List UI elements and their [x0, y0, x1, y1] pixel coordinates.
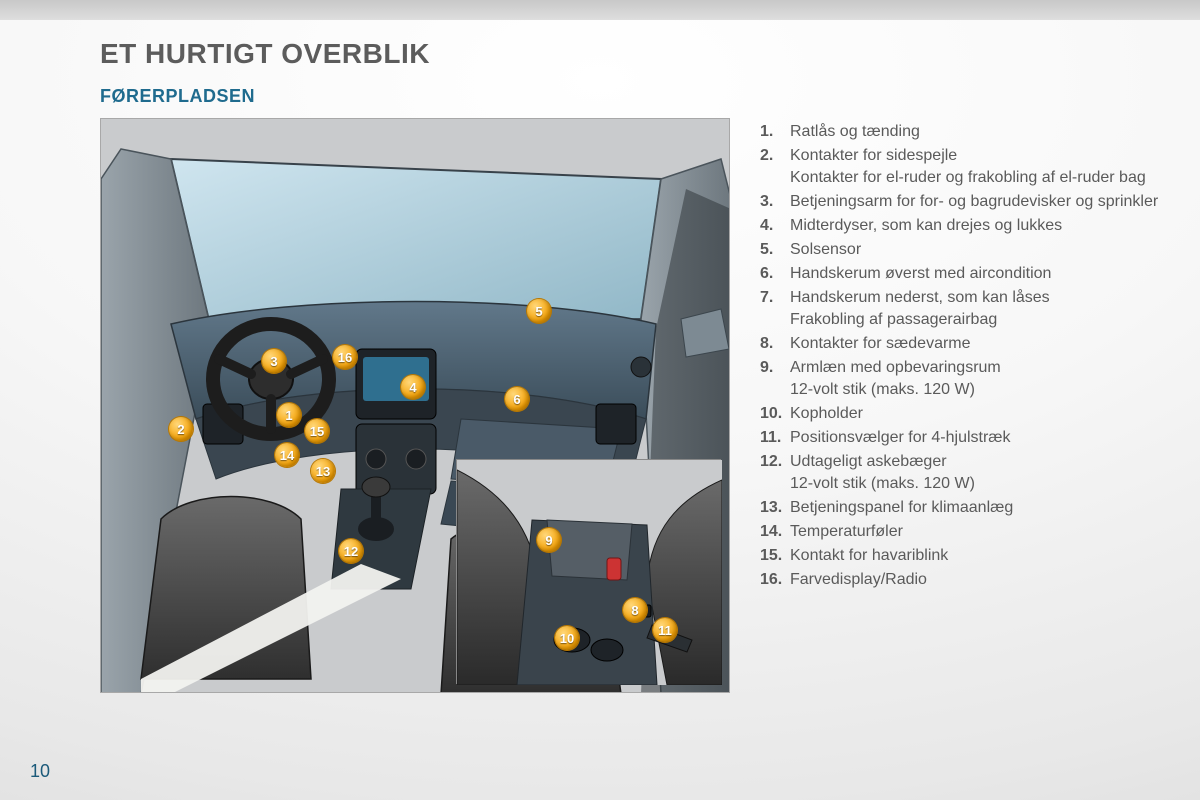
- legend-item-text: Midterdyser, som kan drejes og lukkes: [790, 216, 1160, 236]
- legend-item: 10.Kopholder: [760, 404, 1160, 424]
- page-subtitle: FØRERPLADSEN: [100, 86, 255, 107]
- legend-item-extra: 12-volt stik (maks. 120 W): [790, 474, 1160, 494]
- legend-item: 12.Udtageligt askebæger12-volt stik (mak…: [760, 452, 1160, 494]
- legend-item-text: Armlæn med opbevaringsrum12-volt stik (m…: [790, 358, 1160, 400]
- legend-item-text: Ratlås og tænding: [790, 122, 1160, 142]
- legend-item: 9.Armlæn med opbevaringsrum12-volt stik …: [760, 358, 1160, 400]
- legend-item-text: Kontakter for sædevarme: [790, 334, 1160, 354]
- legend-item-number: 10.: [760, 404, 790, 424]
- legend-item: 6.Handskerum øverst med aircondition: [760, 264, 1160, 284]
- callout-marker: 6: [505, 387, 529, 411]
- legend-item-number: 15.: [760, 546, 790, 566]
- legend-item: 14.Temperaturføler: [760, 522, 1160, 542]
- legend-item: 5.Solsensor: [760, 240, 1160, 260]
- page-title: ET HURTIGT OVERBLIK: [100, 38, 430, 70]
- legend-item-main: Kontakter for sidespejle: [790, 146, 1160, 166]
- legend-item-extra: Kontakter for el-ruder og frakobling af …: [790, 168, 1160, 188]
- legend-item-main: Farvedisplay/Radio: [790, 570, 1160, 590]
- legend-item: 8.Kontakter for sædevarme: [760, 334, 1160, 354]
- legend-item-number: 9.: [760, 358, 790, 400]
- callout-marker: 13: [311, 459, 335, 483]
- callout-marker: 10: [555, 626, 579, 650]
- legend-item-extra: 12-volt stik (maks. 120 W): [790, 380, 1160, 400]
- legend-item-text: Solsensor: [790, 240, 1160, 260]
- legend-item-text: Kontakter for sidespejleKontakter for el…: [790, 146, 1160, 188]
- legend-item-number: 4.: [760, 216, 790, 236]
- legend-item-number: 8.: [760, 334, 790, 354]
- legend-item-main: Kopholder: [790, 404, 1160, 424]
- callout-marker: 15: [305, 419, 329, 443]
- legend-item-number: 5.: [760, 240, 790, 260]
- legend-list: 1.Ratlås og tænding2.Kontakter for sides…: [760, 122, 1160, 592]
- legend-item-text: Farvedisplay/Radio: [790, 570, 1160, 590]
- legend-item-number: 6.: [760, 264, 790, 284]
- legend-item-main: Udtageligt askebæger: [790, 452, 1160, 472]
- legend-item: 2.Kontakter for sidespejleKontakter for …: [760, 146, 1160, 188]
- legend-item-extra: Frakobling af passagerairbag: [790, 310, 1160, 330]
- legend-item-main: Armlæn med opbevaringsrum: [790, 358, 1160, 378]
- legend-item-number: 16.: [760, 570, 790, 590]
- callout-marker: 5: [527, 299, 551, 323]
- legend-item-number: 14.: [760, 522, 790, 542]
- callout-marker: 14: [275, 443, 299, 467]
- legend-item-text: Handskerum øverst med aircondition: [790, 264, 1160, 284]
- callout-marker: 12: [339, 539, 363, 563]
- callout-marker: 1: [277, 403, 301, 427]
- legend-item-text: Udtageligt askebæger12-volt stik (maks. …: [790, 452, 1160, 494]
- inset-figure: 8 9 10 11: [456, 459, 721, 684]
- legend-item-text: Positionsvælger for 4-hjulstræk: [790, 428, 1160, 448]
- legend-item-main: Kontakter for sædevarme: [790, 334, 1160, 354]
- legend-item-number: 11.: [760, 428, 790, 448]
- legend-item: 16.Farvedisplay/Radio: [760, 570, 1160, 590]
- callout-marker: 9: [537, 528, 561, 552]
- main-figure: 12345671213141516 89: [100, 118, 730, 693]
- legend-item-text: Kopholder: [790, 404, 1160, 424]
- legend-item: 4.Midterdyser, som kan drejes og lukkes: [760, 216, 1160, 236]
- legend-item: 13.Betjeningspanel for klimaanlæg: [760, 498, 1160, 518]
- legend-item-number: 1.: [760, 122, 790, 142]
- callout-marker: 4: [401, 375, 425, 399]
- legend-item-main: Ratlås og tænding: [790, 122, 1160, 142]
- legend-item-main: Positionsvælger for 4-hjulstræk: [790, 428, 1160, 448]
- callout-marker: 16: [333, 345, 357, 369]
- page-number: 10: [30, 761, 50, 782]
- legend-item-main: Kontakt for havariblink: [790, 546, 1160, 566]
- legend-item: 11.Positionsvælger for 4-hjulstræk: [760, 428, 1160, 448]
- legend-item: 1.Ratlås og tænding: [760, 122, 1160, 142]
- legend-item-main: Betjeningsarm for for- og bagrudevisker …: [790, 192, 1160, 212]
- legend-item-main: Midterdyser, som kan drejes og lukkes: [790, 216, 1160, 236]
- legend-item-number: 2.: [760, 146, 790, 188]
- legend-item-number: 13.: [760, 498, 790, 518]
- legend-item-text: Betjeningspanel for klimaanlæg: [790, 498, 1160, 518]
- legend-item-main: Handskerum øverst med aircondition: [790, 264, 1160, 284]
- legend-item-text: Handskerum nederst, som kan låsesFrakobl…: [790, 288, 1160, 330]
- legend-item: 7.Handskerum nederst, som kan låsesFrako…: [760, 288, 1160, 330]
- callout-marker: 2: [169, 417, 193, 441]
- legend-item: 15.Kontakt for havariblink: [760, 546, 1160, 566]
- legend-item-main: Handskerum nederst, som kan låses: [790, 288, 1160, 308]
- legend-item: 3.Betjeningsarm for for- og bagrudeviske…: [760, 192, 1160, 212]
- callout-marker: 3: [262, 349, 286, 373]
- legend-item-main: Betjeningspanel for klimaanlæg: [790, 498, 1160, 518]
- legend-item-number: 3.: [760, 192, 790, 212]
- legend-item-number: 7.: [760, 288, 790, 330]
- legend-item-text: Betjeningsarm for for- og bagrudevisker …: [790, 192, 1160, 212]
- callout-marker: 11: [653, 618, 677, 642]
- callouts-inset: 8 9 10 11: [457, 460, 720, 683]
- legend-item-main: Solsensor: [790, 240, 1160, 260]
- legend-item-main: Temperaturføler: [790, 522, 1160, 542]
- legend-item-text: Temperaturføler: [790, 522, 1160, 542]
- top-strip: [0, 0, 1200, 20]
- legend-item-text: Kontakt for havariblink: [790, 546, 1160, 566]
- callout-marker: 8: [623, 598, 647, 622]
- legend-item-number: 12.: [760, 452, 790, 494]
